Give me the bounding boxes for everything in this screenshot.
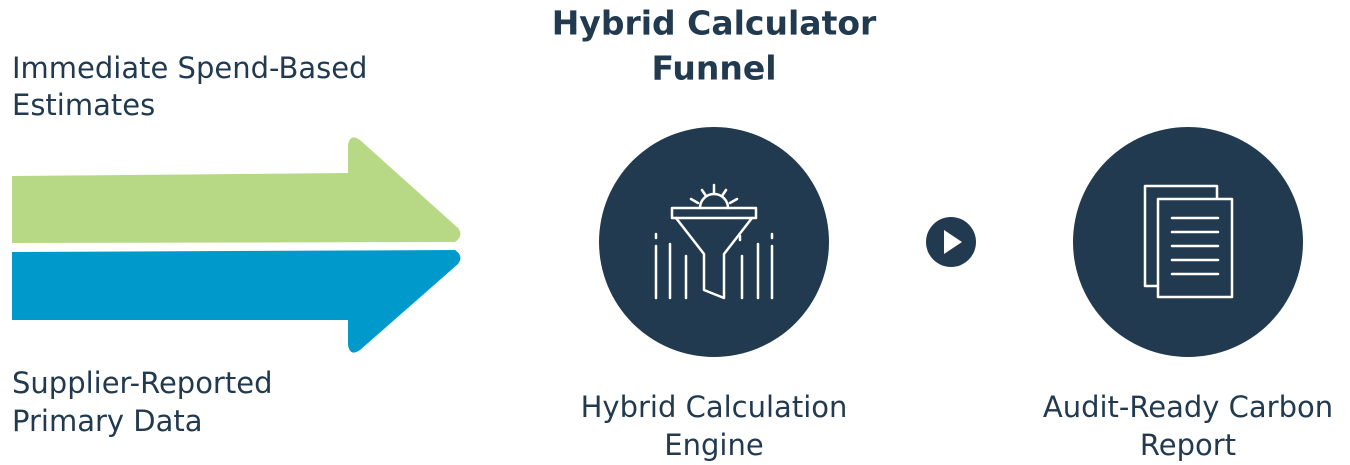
- blue-arrow: [12, 250, 461, 353]
- step-label: Audit-Ready Carbon: [1043, 390, 1333, 424]
- input-label: Estimates: [12, 88, 155, 122]
- input-label: Primary Data: [12, 404, 203, 438]
- green-arrow: [12, 137, 461, 243]
- title: Funnel: [651, 49, 776, 88]
- step-label: Report: [1140, 428, 1236, 462]
- play-triangle: [944, 230, 962, 254]
- engine-circle: [599, 127, 829, 357]
- step-label: Engine: [664, 428, 763, 462]
- input-label: Supplier-Reported: [12, 366, 272, 400]
- title: Hybrid Calculator: [552, 4, 877, 43]
- step-label: Hybrid Calculation: [581, 390, 848, 424]
- input-label: Immediate Spend-Based: [12, 51, 367, 85]
- funnel-icon: [654, 183, 774, 300]
- document-icon: [1143, 184, 1234, 299]
